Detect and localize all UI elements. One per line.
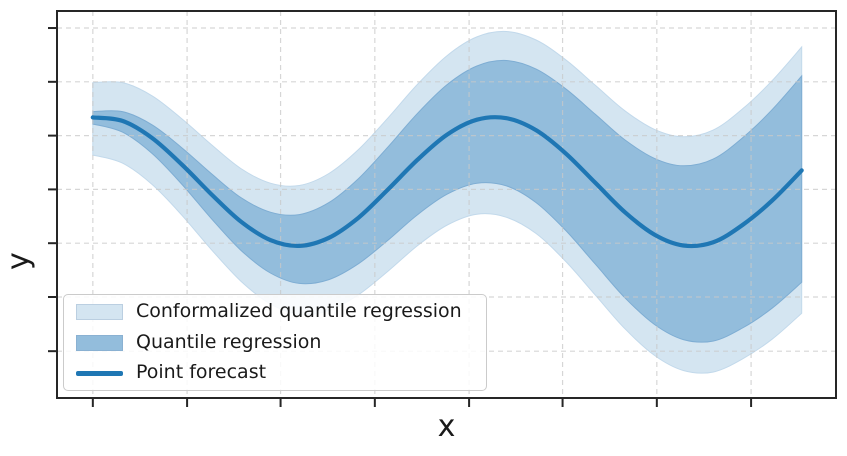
legend-item-forecast: Point forecast [76,362,486,384]
legend-item-qr: Quantile regression [76,330,486,354]
legend-label-cqr: Conformalized quantile regression [136,299,462,322]
forecast-line-swatch-wrap [76,365,123,381]
legend-item-cqr: Conformalized quantile regression [76,299,486,323]
x-axis-label: x [437,409,456,444]
forecast-line-swatch [76,371,123,376]
qr-band-swatch [76,334,123,351]
legend-label-forecast: Point forecast [136,361,267,384]
legend-label-qr: Quantile regression [136,330,322,353]
y-axis-label: y [1,252,36,270]
legend: Conformalized quantile regression Quanti… [63,294,487,391]
cqr-band-swatch [76,303,123,320]
